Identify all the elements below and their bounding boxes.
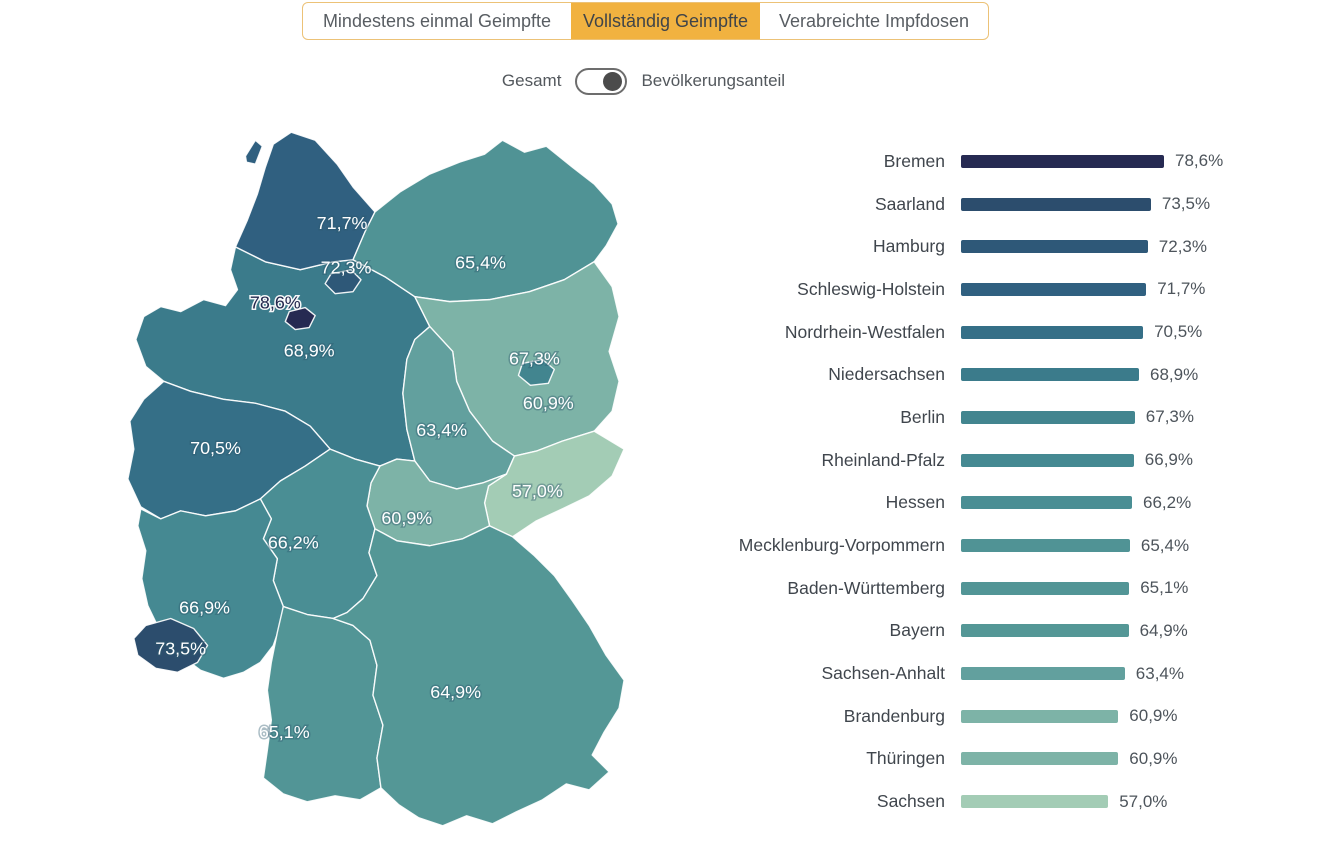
chart-row-label: Niedersachsen <box>828 364 945 385</box>
chart-row-bar <box>961 581 1130 595</box>
state-hamburg[interactable] <box>324 269 362 295</box>
chart-row-nordrhein-westfalen: Nordrhein-Westfalen 70,5% <box>645 311 1285 354</box>
chart-row-bar <box>961 368 1139 382</box>
chart-row-baden-wuerttemberg: Baden-Württemberg 65,1% <box>645 567 1285 610</box>
chart-row-label: Rheinland-Pfalz <box>821 449 945 470</box>
chart-row-bayern: Bayern 64,9% <box>645 610 1285 653</box>
chart-row-label: Bremen <box>883 150 945 171</box>
chart-row-value: 71,7% <box>1157 279 1206 299</box>
state-schleswig-holstein[interactable] <box>234 131 376 271</box>
chart-row-thueringen: Thüringen 60,9% <box>645 738 1285 781</box>
chart-row-schleswig-holstein: Schleswig-Holstein 71,7% <box>645 268 1285 311</box>
chart-row-value: 60,9% <box>1129 706 1178 726</box>
chart-row-value: 68,9% <box>1150 364 1199 384</box>
state-bayern[interactable] <box>332 525 625 827</box>
chart-row-bar <box>961 282 1147 296</box>
chart-row-label: Nordrhein-Westfalen <box>784 321 945 342</box>
chart-row-label: Hessen <box>885 492 945 513</box>
chart-row-value: 67,3% <box>1145 407 1194 427</box>
toggle-right-label[interactable]: Bevölkerungsanteil <box>641 71 786 90</box>
chart-row-berlin: Berlin 67,3% <box>645 396 1285 439</box>
chart-row-rheinland-pfalz: Rheinland-Pfalz 66,9% <box>645 439 1285 482</box>
chart-row-bar <box>961 496 1132 510</box>
map-label-baden-wuerttemberg: 65,1% <box>259 722 310 742</box>
chart-row-bar <box>961 410 1135 424</box>
state-saarland[interactable] <box>133 617 209 673</box>
tab-3[interactable]: Verabreichte Impfdosen <box>759 3 988 39</box>
tab-2[interactable]: Vollständig Geimpfte <box>571 3 759 39</box>
chart-row-bar <box>961 453 1134 467</box>
chart-row-value: 66,9% <box>1144 450 1193 470</box>
map-label-rheinland-pfalz: 66,9% <box>179 598 230 618</box>
chart-row-label: Hamburg <box>873 236 945 257</box>
chart-row-value: 72,3% <box>1158 236 1207 256</box>
map-label-saarland: 73,5% <box>155 638 206 658</box>
bar-chart: Bremen 78,6% Saarland 73,5% Hamburg 72,3% Schl… <box>645 140 1285 823</box>
map-label-sachsen-anhalt: 63,4% <box>416 420 467 440</box>
chart-row-value: 63,4% <box>1135 663 1184 683</box>
chart-row-bar <box>961 539 1130 553</box>
chart-row-value: 60,9% <box>1129 748 1178 768</box>
chart-row-label: Bayern <box>889 620 945 641</box>
chart-row-bremen: Bremen 78,6% <box>645 140 1285 183</box>
map-label-niedersachsen: 68,9% <box>284 340 335 360</box>
toggle-left-label[interactable]: Gesamt <box>501 71 562 90</box>
state-bremen[interactable] <box>284 306 316 331</box>
chart-row-value: 70,5% <box>1154 322 1203 342</box>
map-label-bremen: 78,6% <box>250 293 301 313</box>
chart-row-label: Schleswig-Holstein <box>797 278 945 299</box>
map-label-brandenburg: 60,9% <box>523 393 574 413</box>
chart-row-value: 66,2% <box>1143 492 1192 512</box>
chart-row-label: Sachsen <box>876 791 945 812</box>
chart-row-bar <box>961 752 1119 766</box>
chart-row-bar <box>961 709 1119 723</box>
chart-row-bar <box>961 624 1129 638</box>
chart-row-label: Baden-Württemberg <box>787 577 945 598</box>
chart-row-label: Mecklenburg-Vorpommern <box>738 535 945 556</box>
chart-row-label: Saarland <box>874 193 945 214</box>
chart-row-label: Brandenburg <box>843 705 945 726</box>
toggle-row: Gesamt Bevölkerungsanteil <box>302 64 985 98</box>
chart-row-bar <box>961 795 1109 809</box>
chart-row-label: Berlin <box>900 406 945 427</box>
chart-row-bar <box>961 325 1144 339</box>
map-label-bayern: 64,9% <box>430 682 481 702</box>
map-label-hamburg: 72,3% <box>321 258 372 278</box>
chart-row-bar <box>961 240 1148 254</box>
chart-row-value: 73,5% <box>1161 194 1211 214</box>
tab-group: Mindestens einmal Geimpfte Vollständig Ge… <box>302 2 989 40</box>
chart-row-brandenburg: Brandenburg 60,9% <box>645 695 1285 738</box>
chart-row-sachsen-anhalt: Sachsen-Anhalt 63,4% <box>645 652 1285 695</box>
chart-row-mecklenburg-vorpommern: Mecklenburg-Vorpommern 65,4% <box>645 524 1285 567</box>
chart-row-label: Sachsen-Anhalt <box>821 663 945 684</box>
chart-row-saarland: Saarland 73,5% <box>645 183 1285 226</box>
chart-row-value: 78,6% <box>1175 151 1224 171</box>
map-label-mecklenburg-vorpommern: 65,4% <box>455 253 506 273</box>
chart-row-value: 65,4% <box>1140 535 1190 555</box>
map-label-nordrhein-westfalen: 70,5% <box>190 438 241 458</box>
state-berlin[interactable] <box>517 358 556 387</box>
map-label-berlin: 67,3% <box>509 348 560 368</box>
tab-1[interactable]: Mindestens einmal Geimpfte <box>322 11 552 31</box>
chart-row-hessen: Hessen 66,2% <box>645 482 1285 525</box>
chart-row-value: 64,9% <box>1139 620 1188 640</box>
chart-row-value: 65,1% <box>1140 578 1189 598</box>
chart-row-label: Thüringen <box>866 748 945 769</box>
chart-row-niedersachsen: Niedersachsen 68,9% <box>645 353 1285 396</box>
map-label-sachsen: 57,0% <box>512 481 563 501</box>
map-label-thueringen: 60,9% <box>381 508 432 528</box>
state-mecklenburg-vorpommern[interactable] <box>352 139 619 303</box>
chart-row-bar <box>961 154 1164 168</box>
chart-row-bar <box>961 197 1151 211</box>
map-label-hessen: 66,2% <box>268 533 319 553</box>
population-share-toggle[interactable] <box>575 67 628 95</box>
germany-choropleth-map: 68,9% 71,7% 65,4% 60,9% 63,4% 57,0% 60,9% 70,5%… <box>127 131 625 827</box>
map-label-schleswig-holstein: 71,7% <box>317 213 368 233</box>
chart-row-bar <box>961 667 1125 681</box>
chart-row-hamburg: Hamburg 72,3% <box>645 225 1285 268</box>
chart-row-value: 57,0% <box>1119 791 1168 811</box>
toggle-knob <box>603 71 623 91</box>
chart-row-sachsen: Sachsen 57,0% <box>645 780 1285 823</box>
